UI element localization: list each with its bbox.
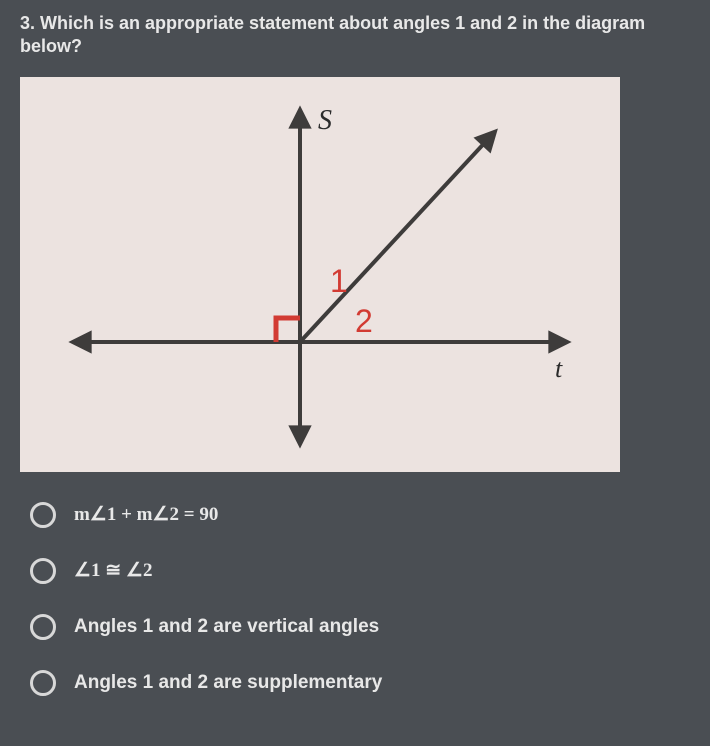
radio-icon	[30, 558, 56, 584]
option-a[interactable]: m∠1 + m∠2 = 90	[30, 502, 690, 528]
question-page: 3. Which is an appropriate statement abo…	[0, 0, 710, 746]
question-prompt: 3. Which is an appropriate statement abo…	[20, 12, 690, 59]
right-angle-marker	[276, 318, 300, 342]
angle-label-1: 1	[330, 263, 348, 299]
answer-options: m∠1 + m∠2 = 90 ∠1 ≅ ∠2 Angles 1 and 2 ar…	[20, 502, 690, 696]
line-label-s: S	[318, 105, 332, 136]
option-d-label: Angles 1 and 2 are supplementary	[74, 672, 382, 694]
radio-icon	[30, 502, 56, 528]
question-body: Which is an appropriate statement about …	[20, 13, 645, 56]
option-b[interactable]: ∠1 ≅ ∠2	[30, 558, 690, 584]
angle-label-2: 2	[355, 303, 373, 339]
option-c-label: Angles 1 and 2 are vertical angles	[74, 616, 379, 638]
question-number: 3.	[20, 13, 35, 33]
radio-icon	[30, 614, 56, 640]
radio-icon	[30, 670, 56, 696]
geometry-diagram: 1 2 S t	[20, 77, 620, 472]
diagonal-ray	[300, 137, 490, 342]
diagram-svg: 1 2 S t	[20, 77, 620, 472]
option-b-label: ∠1 ≅ ∠2	[74, 559, 153, 582]
line-label-t: t	[555, 354, 563, 383]
option-c[interactable]: Angles 1 and 2 are vertical angles	[30, 614, 690, 640]
option-a-label: m∠1 + m∠2 = 90	[74, 503, 218, 526]
option-d[interactable]: Angles 1 and 2 are supplementary	[30, 670, 690, 696]
